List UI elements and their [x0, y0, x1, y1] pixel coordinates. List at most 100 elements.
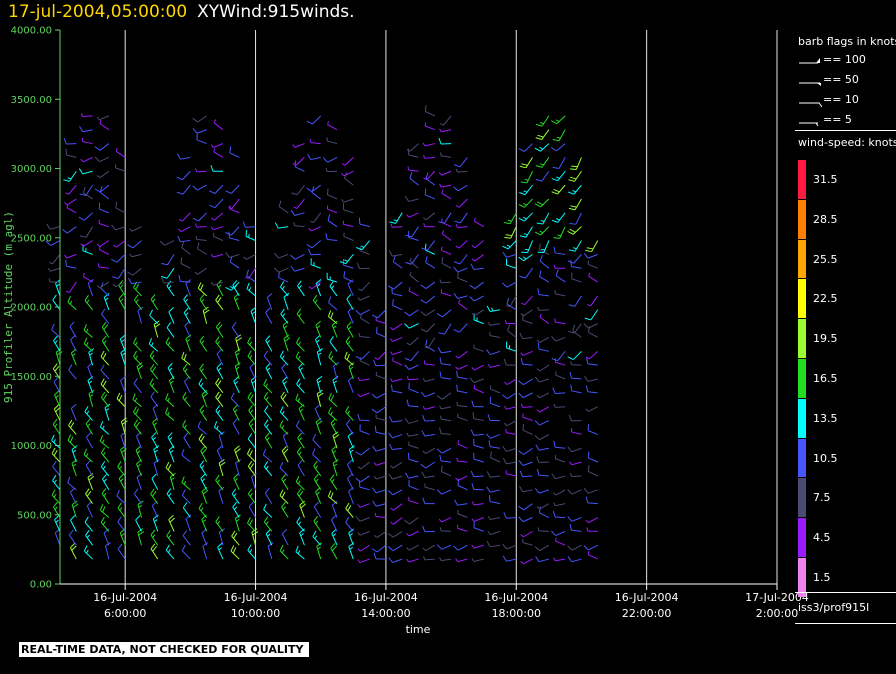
wind-barb — [326, 188, 338, 200]
wind-barb — [295, 475, 305, 491]
wind-barb — [48, 278, 61, 283]
wind-barb — [439, 279, 452, 284]
wind-barb — [233, 376, 240, 394]
wind-barb — [568, 295, 582, 307]
wind-barb — [210, 281, 224, 286]
wind-barb — [192, 128, 207, 134]
wind-barb — [133, 419, 142, 435]
wind-barb — [569, 461, 582, 466]
wind-barb — [98, 202, 110, 214]
wind-barb — [504, 319, 517, 325]
wind-barb — [518, 212, 533, 222]
wind-barb — [339, 254, 354, 265]
wind-barb — [535, 157, 550, 168]
wind-barb — [81, 137, 93, 145]
wind-barb — [457, 271, 468, 283]
wind-barb — [388, 416, 403, 423]
wind-barb — [166, 530, 175, 546]
wind-barb — [422, 447, 436, 454]
wind-barb — [458, 299, 468, 311]
wind-barb — [281, 501, 289, 518]
wind-barb — [454, 212, 468, 224]
wind-barb — [96, 281, 110, 289]
wind-barb — [296, 516, 305, 532]
wind-barb — [279, 489, 289, 505]
wind-barb — [51, 489, 61, 505]
wind-barb — [405, 254, 419, 265]
wind-barb — [456, 384, 468, 394]
wind-barb — [247, 350, 256, 366]
wind-barb — [359, 424, 370, 435]
wind-barb — [373, 552, 386, 560]
wind-barb — [372, 487, 387, 494]
wind-barb — [504, 378, 517, 386]
color-swatch — [798, 239, 806, 279]
wind-barb — [439, 183, 452, 188]
color-label: 4.5 — [813, 531, 831, 545]
wind-barb — [150, 543, 159, 560]
wind-barb — [165, 407, 175, 421]
color-swatch — [798, 518, 806, 557]
wind-barb — [404, 517, 419, 525]
wind-barb — [129, 226, 142, 232]
wind-barb — [293, 221, 305, 228]
wind-barb — [534, 433, 550, 441]
wind-barb — [101, 321, 110, 338]
wind-barb — [102, 473, 110, 491]
wind-barb — [522, 538, 533, 546]
wind-barb — [209, 184, 224, 194]
wind-barb — [504, 405, 517, 410]
wind-barb — [357, 377, 370, 382]
wind-barb — [535, 556, 549, 563]
wind-barb — [371, 309, 387, 319]
wind-barb — [355, 240, 371, 251]
wind-barb — [424, 105, 436, 117]
wind-barb — [583, 252, 598, 259]
wind-barb — [199, 460, 208, 477]
wind-barb — [296, 446, 305, 463]
quality-notice: REAL-TIME DATA, NOT CHECKED FOR QUALITY — [19, 642, 310, 657]
wind-barb — [535, 170, 550, 182]
color-swatch — [798, 160, 806, 199]
wind-barb — [290, 265, 305, 272]
wind-barb — [251, 472, 257, 490]
wind-barb — [522, 423, 533, 435]
wind-barb — [332, 459, 339, 477]
wind-barb — [166, 322, 175, 338]
wind-barb — [327, 214, 338, 228]
wind-barb — [486, 540, 501, 548]
wind-barb — [178, 275, 191, 283]
wind-barb — [555, 269, 566, 283]
wind-barb — [453, 292, 468, 300]
wind-barb — [69, 542, 77, 560]
wind-barb — [54, 514, 61, 532]
wind-barb — [469, 281, 484, 290]
wind-barb — [539, 255, 550, 269]
wind-barb — [64, 253, 77, 259]
wind-barb — [165, 544, 175, 560]
wind-barb — [440, 415, 452, 422]
wind-barb — [357, 544, 370, 552]
wind-barb — [423, 360, 435, 366]
wind-barb — [246, 448, 256, 463]
wind-barb — [424, 243, 436, 255]
wind-barb — [567, 350, 582, 361]
wind-barb — [551, 184, 566, 195]
wind-barb — [85, 460, 94, 477]
wind-barb — [296, 488, 305, 504]
wind-barb — [51, 447, 61, 463]
wind-barb — [182, 502, 191, 518]
wind-barb — [263, 461, 273, 477]
wind-barb — [274, 252, 289, 259]
wind-barb — [308, 226, 321, 232]
wind-barb — [373, 461, 387, 466]
wind-barb — [519, 470, 533, 478]
wind-barb — [455, 240, 468, 249]
wind-barb — [550, 530, 566, 537]
wind-barb — [229, 255, 240, 269]
wind-barb — [502, 251, 517, 258]
wind-barb — [282, 431, 289, 449]
wind-barb — [231, 530, 240, 546]
wind-barb — [308, 248, 321, 256]
wind-barb — [263, 378, 273, 394]
